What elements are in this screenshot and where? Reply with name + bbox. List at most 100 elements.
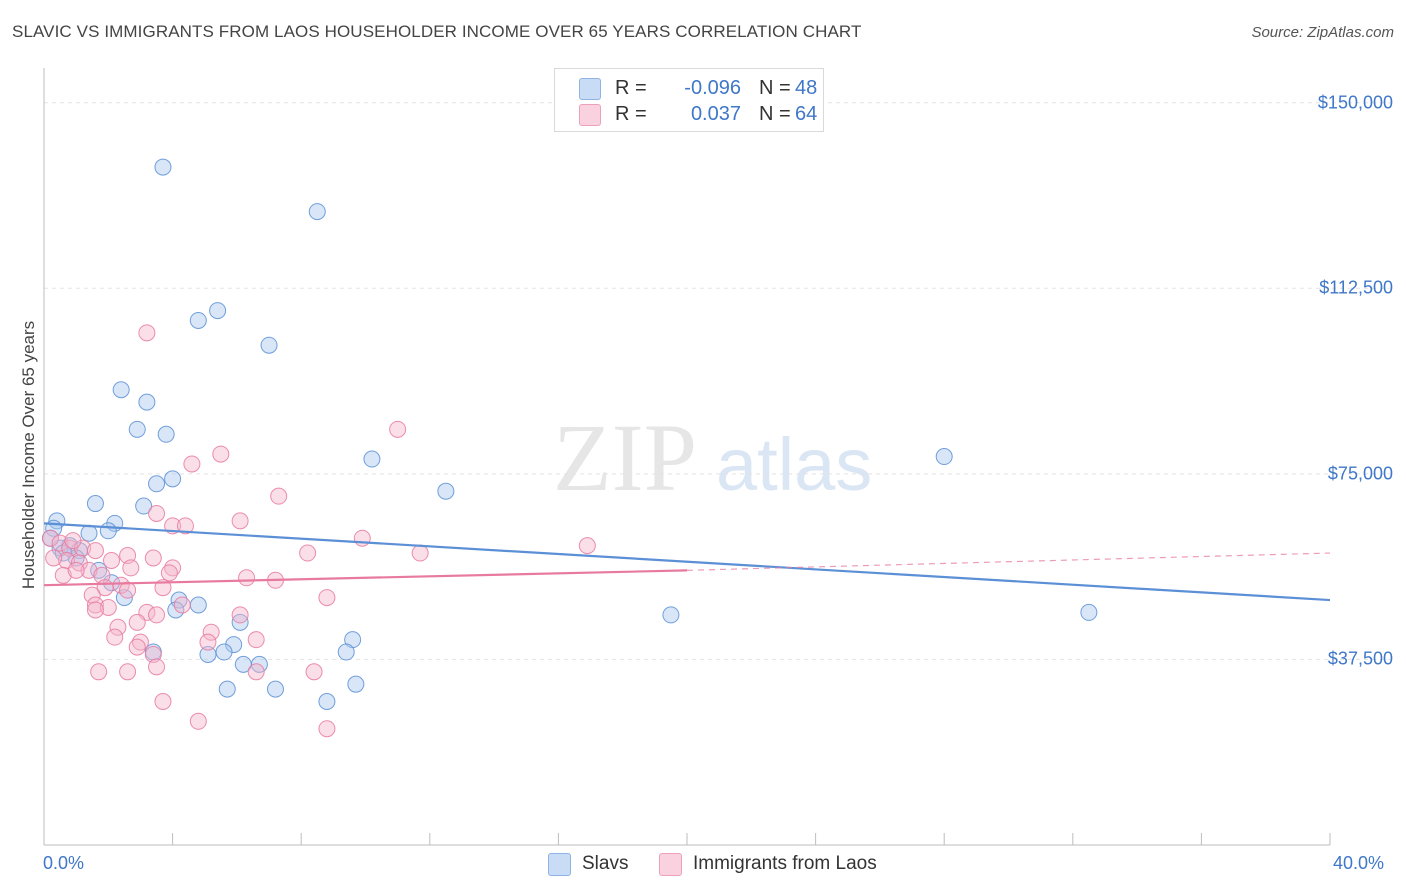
laos-point <box>231 512 249 530</box>
legend-n-value: 48 <box>795 77 818 99</box>
slavs-point <box>170 591 188 609</box>
slavs-point <box>209 302 227 320</box>
laos-point <box>148 658 166 676</box>
laos-point <box>80 561 98 579</box>
laos-point <box>154 579 172 597</box>
laos-point <box>54 566 72 584</box>
slavs-point <box>86 495 104 513</box>
y-tick-label: $112,500 <box>1319 277 1393 298</box>
slavs-point <box>363 450 381 468</box>
slavs-point <box>80 524 98 542</box>
laos-point <box>90 663 108 681</box>
legend-r-value: 0.037 <box>690 103 741 125</box>
bottom-legend-swatch-laos <box>659 853 682 876</box>
slavs-point <box>318 692 336 710</box>
laos-point <box>45 549 63 567</box>
slavs-point <box>347 675 365 693</box>
laos-point <box>119 581 137 599</box>
laos-point <box>299 544 317 562</box>
watermark: ZIP atlas <box>553 404 872 511</box>
slavs-point <box>337 643 355 661</box>
legend-r-value: -0.096 <box>684 77 741 99</box>
legend-r-label: R = <box>615 77 647 99</box>
slavs-point <box>935 448 953 466</box>
laos-point <box>176 517 194 535</box>
y-tick-label: $150,000 <box>1317 92 1393 113</box>
slavs-point <box>135 497 153 515</box>
laos-point <box>122 559 140 577</box>
legend-n-value: 64 <box>795 103 818 125</box>
laos-point <box>148 504 166 522</box>
chart-title: SLAVIC VS IMMIGRANTS FROM LAOS HOUSEHOLD… <box>12 22 862 41</box>
slavs-point <box>1080 603 1098 621</box>
laos-point <box>238 569 256 587</box>
laos-point <box>67 561 85 579</box>
slavs-point <box>189 596 207 614</box>
laos-point <box>318 720 336 738</box>
laos-point <box>109 618 127 636</box>
laos-point <box>164 559 182 577</box>
laos-point <box>247 631 265 649</box>
axes <box>43 68 1331 846</box>
slavs-point <box>128 420 146 438</box>
y-tick-label: $75,000 <box>1327 463 1393 484</box>
laos-point <box>99 598 117 616</box>
laos-point <box>183 455 201 473</box>
laos-point <box>138 324 156 342</box>
slavs-point <box>266 680 284 698</box>
slavs-point <box>260 336 278 354</box>
data-points <box>41 158 1098 738</box>
laos-point <box>270 487 288 505</box>
slavs-trend-line <box>43 522 1331 602</box>
laos-point <box>189 712 207 730</box>
x-tick-label-min: 0.0% <box>43 853 85 873</box>
slavs-point <box>308 203 326 221</box>
laos-point <box>202 623 220 641</box>
slavs-point <box>138 393 156 411</box>
legend-n-label: N = <box>759 103 791 125</box>
slavs-point <box>218 680 236 698</box>
slavs-point <box>148 475 166 493</box>
laos-point <box>86 601 104 619</box>
laos-point <box>231 606 249 624</box>
laos-point <box>389 420 407 438</box>
slavs-point <box>231 613 249 631</box>
laos-point <box>148 606 166 624</box>
laos-point <box>86 542 104 560</box>
bottom-legend-label-slavs: Slavs <box>582 853 629 874</box>
laos-point <box>173 596 191 614</box>
laos-point <box>128 638 146 656</box>
laos-point <box>103 551 121 569</box>
laos-point <box>131 633 149 651</box>
laos-point <box>51 534 69 552</box>
bottom-legend-label-laos: Immigrants from Laos <box>693 853 877 874</box>
slavs-point <box>154 158 172 176</box>
laos-point <box>305 663 323 681</box>
laos-point <box>106 628 124 646</box>
laos-point <box>353 529 371 547</box>
legend-swatch-slavs <box>579 78 601 100</box>
laos-point <box>154 692 172 710</box>
slavs-point <box>662 606 680 624</box>
slavs-point <box>215 643 233 661</box>
watermark-atlas: atlas <box>716 423 872 506</box>
watermark-zip: ZIP <box>553 404 697 511</box>
laos-point <box>119 663 137 681</box>
legend-n-label: N = <box>759 77 791 99</box>
slavs-point <box>112 381 130 399</box>
laos-trend-line-extension <box>686 552 1331 571</box>
laos-point <box>318 589 336 607</box>
laos-point <box>411 544 429 562</box>
bottom-legend-swatch-slavs <box>548 853 571 876</box>
laos-point <box>86 596 104 614</box>
legend-swatch-laos <box>579 104 601 126</box>
laos-trend-line <box>43 569 688 587</box>
slavs-point <box>189 311 207 329</box>
laos-point <box>41 529 59 547</box>
slavs-point <box>67 549 85 567</box>
slavs-point <box>157 425 175 443</box>
laos-point <box>578 537 596 555</box>
laos-point <box>247 663 265 681</box>
y-tick-label: $37,500 <box>1327 648 1393 669</box>
laos-point <box>160 564 178 582</box>
